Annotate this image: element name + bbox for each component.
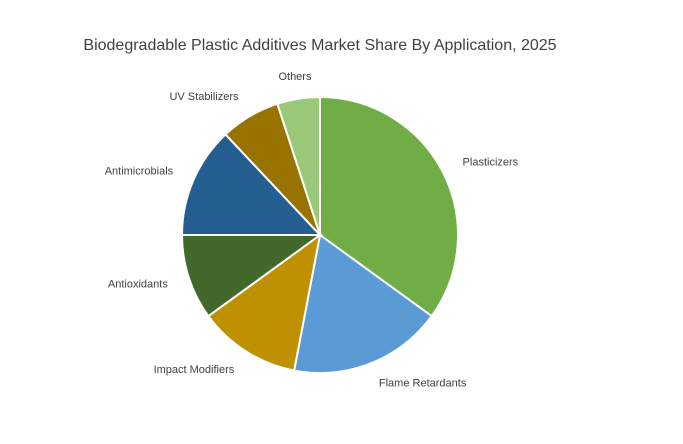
slice-label: Antioxidants [108, 278, 168, 290]
slice-label: Flame Retardants [379, 378, 467, 390]
pie-slice [180, 234, 324, 318]
chart-title: Biodegradable Plastic Additives Market S… [83, 37, 556, 54]
pie-slice [206, 232, 322, 372]
pie-slice [276, 95, 321, 236]
pie-slice [180, 132, 323, 236]
slice-label: Antimicrobials [105, 165, 174, 177]
slice-label: Others [278, 71, 312, 83]
pie-slice [319, 95, 459, 318]
slice-label: Impact Modifiers [154, 364, 235, 376]
pie-slice [292, 233, 434, 374]
slice-label: UV Stabilizers [169, 91, 239, 103]
slice-label: Plasticizers [463, 156, 519, 168]
